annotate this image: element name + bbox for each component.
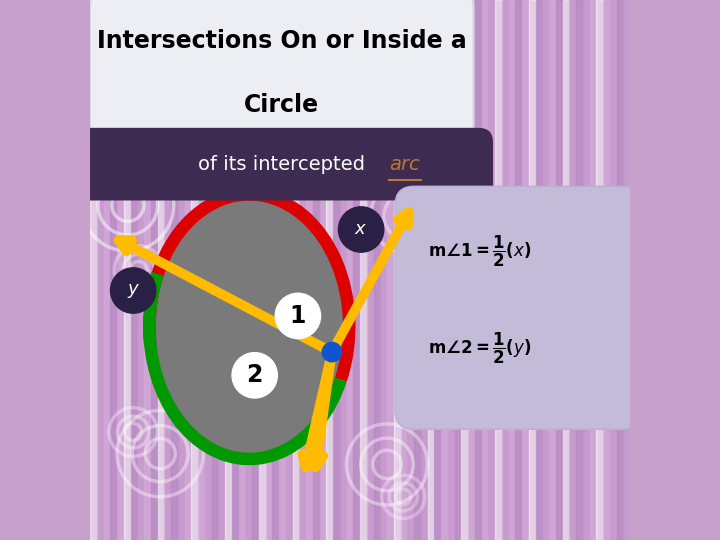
Bar — [394, 0, 400, 540]
Bar — [360, 0, 366, 540]
Bar — [279, 0, 286, 540]
Circle shape — [323, 342, 341, 362]
Bar — [184, 0, 192, 540]
Text: $\mathbf{m\angle 1 = \dfrac{1}{2}(}$$\mathbf{\mathit{x}}$$\mathbf{)}$: $\mathbf{m\angle 1 = \dfrac{1}{2}(}$$\ma… — [428, 233, 531, 269]
Bar — [178, 0, 184, 540]
Text: 2: 2 — [246, 363, 263, 387]
Bar — [624, 0, 630, 540]
Bar — [408, 0, 414, 540]
Bar — [212, 0, 218, 540]
Circle shape — [275, 293, 320, 339]
Bar — [225, 0, 232, 540]
Bar — [218, 0, 225, 540]
Bar — [312, 0, 320, 540]
Bar — [238, 0, 246, 540]
Bar — [549, 0, 556, 540]
Text: arc: arc — [390, 154, 420, 174]
Bar — [462, 0, 468, 540]
Bar — [380, 0, 387, 540]
Circle shape — [338, 207, 384, 252]
Bar — [502, 0, 508, 540]
Bar — [576, 0, 582, 540]
Circle shape — [110, 268, 156, 313]
Bar — [366, 0, 374, 540]
Bar — [556, 0, 562, 540]
Bar — [516, 0, 522, 540]
Bar — [110, 0, 117, 540]
Bar — [522, 0, 528, 540]
Bar — [300, 0, 306, 540]
Bar — [474, 0, 482, 540]
Bar — [482, 0, 488, 540]
Bar — [454, 0, 462, 540]
Bar — [434, 0, 441, 540]
Bar — [144, 0, 150, 540]
Bar — [320, 0, 326, 540]
Bar — [258, 0, 266, 540]
Bar — [590, 0, 596, 540]
Circle shape — [232, 353, 277, 398]
FancyBboxPatch shape — [90, 0, 474, 173]
Bar — [286, 0, 292, 540]
Bar — [562, 0, 570, 540]
Bar — [508, 0, 516, 540]
FancyBboxPatch shape — [76, 129, 492, 200]
Bar — [124, 0, 130, 540]
Text: $y$: $y$ — [127, 281, 140, 300]
Bar — [326, 0, 333, 540]
Bar — [448, 0, 454, 540]
Bar — [138, 0, 144, 540]
Text: Intersections On or Inside a: Intersections On or Inside a — [96, 29, 467, 52]
Bar — [468, 0, 474, 540]
Bar — [428, 0, 434, 540]
Bar — [420, 0, 428, 540]
Bar — [96, 0, 104, 540]
Bar — [400, 0, 408, 540]
Text: $x$: $x$ — [354, 220, 368, 239]
Bar — [333, 0, 340, 540]
Bar — [130, 0, 138, 540]
Bar — [387, 0, 394, 540]
Bar — [150, 0, 158, 540]
Bar — [192, 0, 198, 540]
Bar — [246, 0, 252, 540]
Bar — [158, 0, 164, 540]
FancyBboxPatch shape — [395, 186, 641, 429]
Bar — [117, 0, 124, 540]
Bar — [171, 0, 178, 540]
Bar — [252, 0, 258, 540]
Bar — [582, 0, 590, 540]
Bar — [90, 0, 96, 540]
Bar — [570, 0, 576, 540]
Bar — [414, 0, 420, 540]
Bar — [542, 0, 549, 540]
Bar — [266, 0, 272, 540]
Text: 1: 1 — [289, 304, 306, 328]
Bar — [596, 0, 603, 540]
Ellipse shape — [150, 194, 349, 459]
Bar — [616, 0, 624, 540]
Bar — [198, 0, 204, 540]
Bar — [164, 0, 171, 540]
Text: Circle: Circle — [244, 93, 319, 117]
Text: $\mathbf{m\angle 2 = \dfrac{1}{2}(}$$\mathbf{\mathit{y}}$$\mathbf{)}$: $\mathbf{m\angle 2 = \dfrac{1}{2}(}$$\ma… — [428, 330, 531, 366]
Bar — [346, 0, 354, 540]
Bar — [354, 0, 360, 540]
Bar — [488, 0, 495, 540]
Bar — [536, 0, 542, 540]
Bar — [232, 0, 238, 540]
Bar — [292, 0, 300, 540]
Bar — [441, 0, 448, 540]
Bar — [374, 0, 380, 540]
Bar — [603, 0, 610, 540]
Bar — [610, 0, 616, 540]
Bar — [272, 0, 279, 540]
Text: of its intercepted: of its intercepted — [198, 154, 372, 174]
Bar — [306, 0, 312, 540]
Bar — [104, 0, 110, 540]
Bar — [340, 0, 346, 540]
Bar — [204, 0, 212, 540]
Bar — [528, 0, 536, 540]
Bar — [495, 0, 502, 540]
